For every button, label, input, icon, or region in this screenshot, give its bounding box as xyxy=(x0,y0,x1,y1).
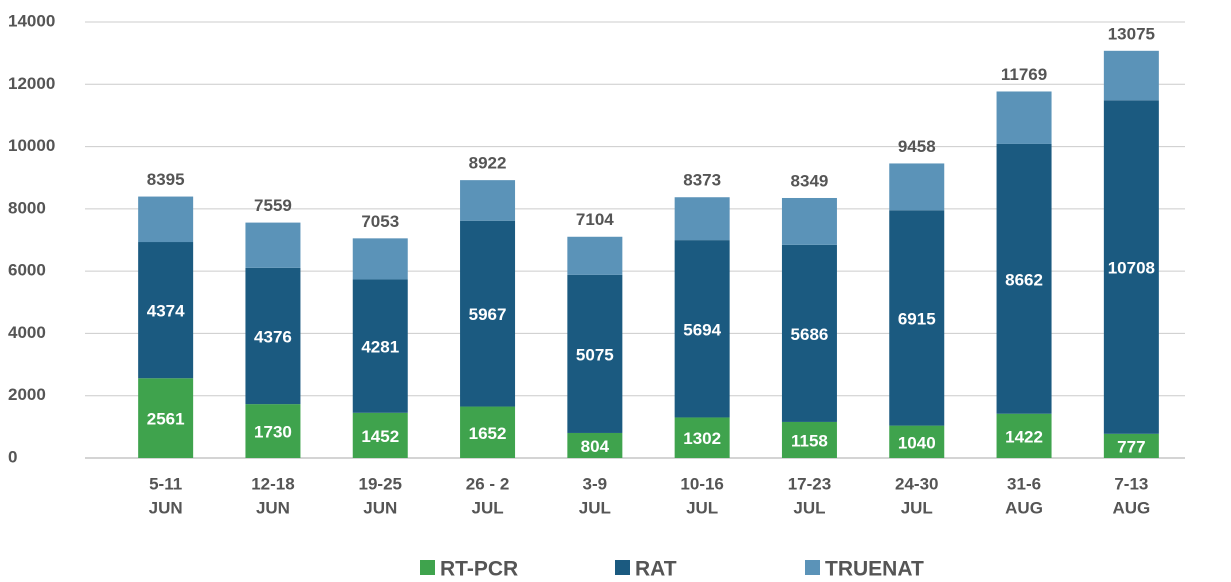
bar-segment xyxy=(460,180,516,221)
y-tick-label: 12000 xyxy=(8,74,55,93)
bar-segment xyxy=(138,242,194,379)
data-label: 1302 xyxy=(683,429,721,448)
data-label: 4376 xyxy=(254,327,292,346)
x-tick-label: AUG xyxy=(1112,498,1150,517)
bar-segment xyxy=(674,197,730,241)
x-tick-label: JUL xyxy=(471,498,503,517)
legend-label: TRUENAT xyxy=(825,558,924,581)
data-label: 1422 xyxy=(1005,427,1043,446)
total-label: 8373 xyxy=(683,171,721,190)
bar-segment xyxy=(996,413,1052,458)
bar-segment xyxy=(889,210,945,426)
bar-segment xyxy=(138,378,194,458)
x-tick-label: JUN xyxy=(256,498,290,517)
x-tick-label: 26 - 2 xyxy=(466,474,509,493)
data-label: 1158 xyxy=(791,431,828,450)
data-label: 5686 xyxy=(791,325,829,344)
total-label: 9458 xyxy=(898,137,936,156)
bar-segment xyxy=(245,267,301,405)
bar-segment xyxy=(1103,50,1159,101)
bar-segment xyxy=(460,406,516,458)
data-label: 6915 xyxy=(898,309,936,328)
data-label: 8662 xyxy=(1005,270,1043,289)
y-tick-label: 6000 xyxy=(8,261,46,280)
bar-segment xyxy=(889,163,945,211)
legend-label: RT-PCR xyxy=(440,558,518,581)
x-tick-label: AUG xyxy=(1005,498,1043,517)
y-tick-label: 4000 xyxy=(8,323,46,342)
data-label: 1040 xyxy=(898,433,936,452)
bar-segment xyxy=(1103,433,1159,458)
x-tick-label: 10-16 xyxy=(680,474,723,493)
legend-swatch xyxy=(615,560,630,575)
x-tick-label: JUN xyxy=(149,498,183,517)
bar-segment xyxy=(245,222,301,268)
x-tick-label: 24-30 xyxy=(895,474,938,493)
total-label: 8349 xyxy=(791,171,829,190)
data-label: 1652 xyxy=(469,424,507,443)
data-label: 5967 xyxy=(469,305,507,324)
legend-swatch xyxy=(420,560,435,575)
data-label: 804 xyxy=(581,437,610,456)
bar-segment xyxy=(567,274,623,433)
bar-segment xyxy=(1103,100,1159,434)
bar-segment xyxy=(996,91,1052,144)
x-tick-label: JUL xyxy=(686,498,718,517)
y-tick-label: 2000 xyxy=(8,385,46,404)
total-label: 7104 xyxy=(576,210,614,229)
bar-segment xyxy=(352,279,408,413)
x-tick-label: 31-6 xyxy=(1007,474,1041,493)
total-label: 11769 xyxy=(1001,65,1047,84)
bar-segment xyxy=(245,404,301,458)
x-tick-label: 19-25 xyxy=(359,474,402,493)
data-label: 4281 xyxy=(361,338,399,357)
x-tick-label: 3-9 xyxy=(583,474,608,493)
x-tick-label: 5-11 xyxy=(149,474,182,493)
bar-segment xyxy=(567,432,623,458)
legend-swatch xyxy=(805,560,820,575)
data-label: 4374 xyxy=(147,302,185,321)
x-tick-label: 17-23 xyxy=(788,474,831,493)
bar-segment xyxy=(352,238,408,280)
bar-segment xyxy=(781,421,837,458)
data-label: 777 xyxy=(1117,437,1145,456)
y-tick-label: 0 xyxy=(8,447,17,466)
bar-segment xyxy=(352,412,408,458)
x-tick-label: JUL xyxy=(579,498,611,517)
x-tick-label: 7-13 xyxy=(1114,474,1148,493)
bar-segment xyxy=(781,244,837,422)
bar-segment xyxy=(996,143,1052,414)
data-label: 2561 xyxy=(147,410,185,429)
bar-segment xyxy=(138,196,194,243)
bar-segment xyxy=(674,417,730,458)
y-tick-label: 10000 xyxy=(8,136,55,155)
total-label: 13075 xyxy=(1108,24,1155,43)
data-label: 10708 xyxy=(1108,259,1155,278)
legend-label: RAT xyxy=(635,558,677,581)
data-label: 1730 xyxy=(254,423,292,442)
total-label: 7053 xyxy=(361,212,399,231)
total-label: 8922 xyxy=(469,154,507,173)
data-label: 5694 xyxy=(683,320,721,339)
x-tick-label: JUL xyxy=(901,498,933,517)
total-label: 7559 xyxy=(254,196,292,215)
total-label: 8395 xyxy=(147,170,185,189)
x-tick-label: JUN xyxy=(363,498,397,517)
data-label: 1452 xyxy=(361,427,399,446)
bar-segment xyxy=(567,236,623,275)
bar-segment xyxy=(460,220,516,407)
bar-segment xyxy=(889,425,945,458)
data-label: 5075 xyxy=(576,345,614,364)
y-tick-label: 8000 xyxy=(8,198,46,217)
x-tick-label: 12-18 xyxy=(251,474,294,493)
y-tick-label: 14000 xyxy=(8,11,55,30)
bar-segment xyxy=(674,240,730,418)
x-tick-label: JUL xyxy=(793,498,825,517)
bar-segment xyxy=(781,197,837,245)
